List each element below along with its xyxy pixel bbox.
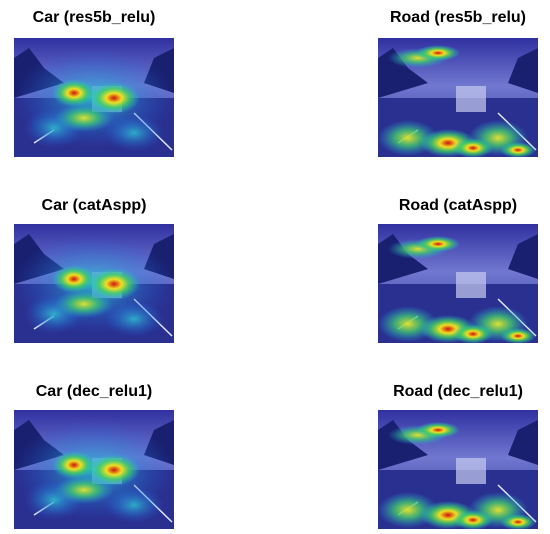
truck: [456, 86, 486, 112]
heatmap-image: [14, 38, 174, 157]
heatmap-image: [14, 410, 174, 529]
image-content: [378, 224, 538, 343]
panel-title: Road (res5b_relu): [390, 9, 526, 26]
image-content: [378, 38, 538, 157]
heat-blob: [416, 422, 460, 438]
mountain: [508, 420, 538, 465]
mountain: [508, 234, 538, 279]
heatmap-image: [378, 224, 538, 343]
panel-title: Car (res5b_relu): [33, 9, 156, 26]
heat-blob: [453, 138, 493, 157]
heat-blob: [52, 79, 96, 107]
heat-blob: [500, 328, 536, 343]
image-content: [14, 410, 174, 529]
heat-blob: [500, 142, 536, 157]
panel-title: Road (dec_relu1): [393, 383, 523, 400]
heat-blob: [52, 265, 96, 293]
panel-title: Road (catAspp): [399, 197, 517, 214]
panel-title: Car (dec_relu1): [36, 383, 153, 400]
heat-blob: [104, 115, 164, 151]
truck: [456, 458, 486, 484]
mountain: [508, 48, 538, 93]
heat-blob: [416, 45, 460, 61]
heat-blob: [88, 82, 140, 114]
heat-blob: [104, 487, 164, 523]
heat-blob: [416, 236, 460, 252]
truck: [456, 272, 486, 298]
heat-blob: [500, 514, 536, 529]
heatmap-image: [378, 410, 538, 529]
heat-blob: [453, 324, 493, 343]
heat-blob: [88, 454, 140, 486]
heat-blob: [453, 510, 493, 529]
heat-blob: [52, 451, 96, 479]
heat-blob: [54, 104, 114, 132]
image-content: [14, 224, 174, 343]
panel-title: Car (catAspp): [42, 197, 147, 214]
heatmap-image: [378, 38, 538, 157]
heat-blob: [104, 301, 164, 337]
image-content: [14, 38, 174, 157]
heatmap-image: [14, 224, 174, 343]
heat-blob: [88, 268, 140, 300]
image-content: [378, 410, 538, 529]
heat-blob: [54, 476, 114, 504]
heat-blob: [54, 290, 114, 318]
